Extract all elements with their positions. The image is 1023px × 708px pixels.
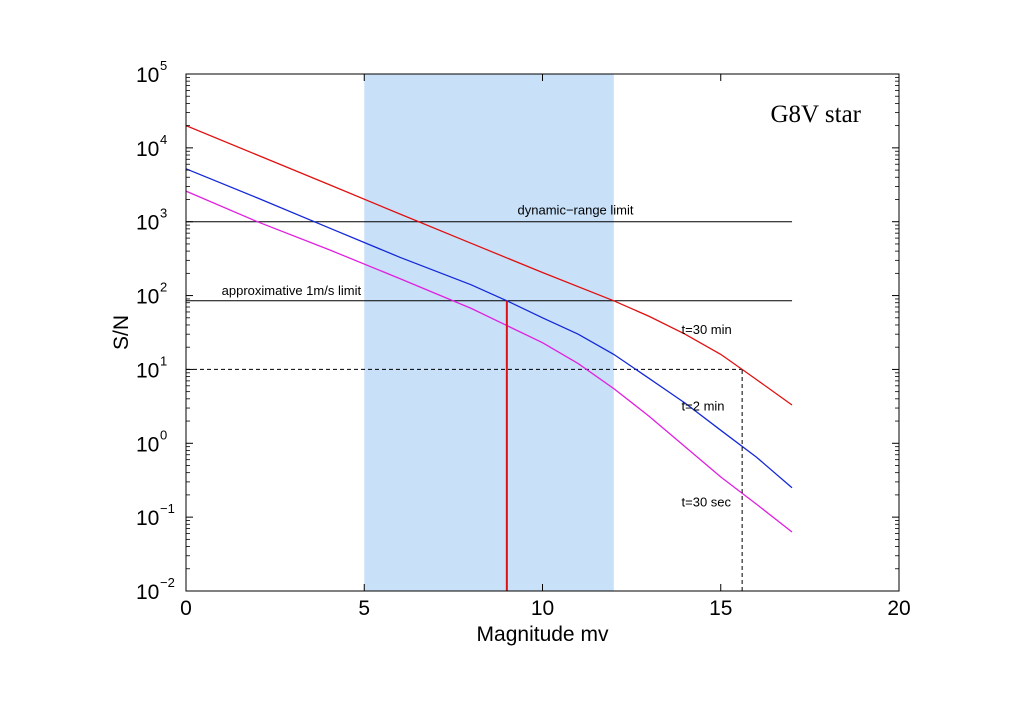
y-tick-exponent: 2: [160, 280, 167, 295]
x-tick-label: 5: [358, 597, 370, 620]
y-tick-label: 10 4: [136, 132, 167, 161]
star-type-label: G8V star: [770, 101, 861, 128]
dynamic-range-limit-label: dynamic−range limit: [518, 203, 634, 218]
y-tick-exponent: 0: [160, 427, 167, 442]
x-tick-label: 20: [887, 597, 910, 620]
approx-limit-label: approximative 1m/s limit: [222, 283, 362, 298]
y-tick-exponent: −1: [160, 501, 175, 516]
y-axis-label: S/N: [110, 315, 133, 350]
series-label-0: t=30 min: [682, 322, 732, 337]
x-tick-label: 0: [180, 597, 192, 620]
y-tick-exponent: 4: [160, 132, 167, 147]
y-tick-base: 10: [136, 359, 159, 382]
x-tick-label: 10: [531, 597, 554, 620]
y-tick-base: 10: [136, 507, 159, 530]
y-tick-exponent: 5: [160, 58, 167, 73]
x-tick-label: 15: [709, 597, 732, 620]
series-line-1: [185, 168, 793, 489]
y-tick-label: 10 3: [136, 206, 167, 235]
y-tick-base: 10: [136, 581, 159, 604]
series-label-1: t=2 min: [682, 398, 725, 413]
y-tick-base: 10: [136, 212, 159, 235]
y-tick-base: 10: [136, 138, 159, 161]
series-label-2: t=30 sec: [682, 494, 732, 509]
y-tick-label: 10 5: [136, 58, 167, 87]
series-line-0: [185, 124, 793, 406]
y-tick-exponent: 3: [160, 206, 167, 221]
y-tick-base: 10: [136, 64, 159, 87]
y-tick-base: 10: [136, 286, 159, 309]
y-tick-label: 10 0: [136, 427, 167, 456]
y-tick-label: 10 1: [136, 353, 167, 382]
y-tick-exponent: 1: [160, 353, 167, 368]
x-axis-label: Magnitude mv: [477, 623, 609, 646]
y-tick-exponent: −2: [160, 575, 175, 590]
series-line-2: [185, 190, 793, 533]
y-tick-label: 10 2: [136, 280, 167, 309]
y-tick-label: 10 −1: [136, 501, 175, 530]
y-tick-label: 10 −2: [136, 575, 175, 604]
y-tick-base: 10: [136, 433, 159, 456]
shaded-magnitude-band: [364, 74, 614, 591]
